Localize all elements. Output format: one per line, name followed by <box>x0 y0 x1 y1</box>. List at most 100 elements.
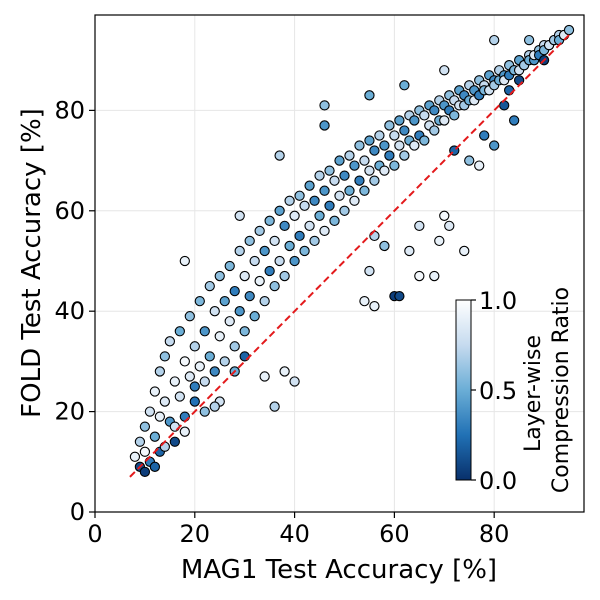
data-point <box>389 130 400 141</box>
data-point <box>374 130 385 141</box>
data-point <box>364 165 375 176</box>
x-tick-label: 40 <box>279 520 310 548</box>
data-point <box>399 150 410 161</box>
data-point <box>304 220 315 231</box>
data-point <box>349 195 360 206</box>
data-point <box>209 401 220 412</box>
data-point <box>379 140 390 151</box>
y-tick-label: 80 <box>54 96 85 124</box>
data-point <box>508 115 520 126</box>
data-point <box>239 326 250 337</box>
data-point <box>409 140 420 151</box>
data-point <box>314 210 325 221</box>
data-point <box>419 110 430 121</box>
data-point <box>414 220 425 231</box>
data-point <box>324 165 335 176</box>
data-point <box>359 296 370 307</box>
data-point <box>444 220 455 231</box>
colorbar: 0.0 0.5 1.0 Layer-wise Compression Ratio <box>455 287 574 495</box>
x-axis-title: MAG1 Test Accuracy [%] <box>181 555 497 585</box>
data-point <box>319 120 330 131</box>
data-point <box>159 396 171 407</box>
data-point <box>329 215 340 226</box>
data-point <box>164 336 175 347</box>
data-point <box>364 265 375 277</box>
data-point <box>434 235 445 247</box>
data-point <box>239 351 250 362</box>
data-point <box>199 326 210 337</box>
data-point <box>224 260 235 272</box>
data-point <box>219 296 230 307</box>
data-point <box>299 245 310 257</box>
y-tick-label: 20 <box>54 398 85 426</box>
data-point <box>269 235 280 247</box>
data-point <box>269 401 280 412</box>
y-tick-label: 40 <box>54 297 85 325</box>
data-point <box>439 115 450 126</box>
data-point <box>384 120 395 131</box>
data-point <box>319 185 330 196</box>
data-point <box>139 421 151 432</box>
data-point <box>364 135 375 146</box>
data-point <box>429 105 440 116</box>
data-point <box>179 356 190 367</box>
data-point <box>209 366 220 377</box>
y-tick-label: 60 <box>54 197 85 225</box>
data-point <box>389 160 400 171</box>
data-point <box>563 24 575 36</box>
data-point <box>274 150 285 161</box>
data-point <box>204 351 215 362</box>
x-tick-label: 60 <box>379 520 410 548</box>
data-point <box>359 155 370 166</box>
data-point <box>214 331 225 342</box>
data-point <box>449 110 460 121</box>
data-point <box>224 316 235 327</box>
data-point <box>239 270 250 282</box>
data-point <box>204 280 215 292</box>
data-point <box>334 190 345 201</box>
data-point <box>369 230 380 242</box>
colorbar-title: Layer-wise Compression Ratio <box>521 287 574 493</box>
data-point <box>279 220 290 231</box>
data-point <box>129 451 141 462</box>
data-point <box>369 175 380 186</box>
data-point <box>259 245 270 257</box>
data-point <box>219 356 230 367</box>
data-point <box>294 190 305 201</box>
data-point <box>513 75 525 86</box>
data-point <box>209 306 220 317</box>
data-point <box>309 195 320 206</box>
x-tick-label: 20 <box>180 520 211 548</box>
data-points <box>129 24 575 477</box>
data-point <box>339 205 350 216</box>
data-point <box>394 115 405 126</box>
data-point <box>199 406 210 417</box>
data-point <box>249 255 260 267</box>
data-point <box>169 436 180 447</box>
data-point <box>289 376 300 387</box>
data-point <box>279 366 290 377</box>
data-point <box>229 285 240 297</box>
data-point <box>259 371 270 382</box>
data-point <box>274 255 285 267</box>
plot-area-frame <box>94 14 585 513</box>
y-axis-title: FOLD Test Accuracy [%] <box>17 108 47 418</box>
colorbar-title-line-2: Compression Ratio <box>549 287 574 493</box>
data-point <box>419 135 430 146</box>
data-point <box>499 100 510 111</box>
data-point <box>429 270 440 282</box>
data-point <box>169 421 180 432</box>
data-point <box>354 175 365 186</box>
x-tick-label: 0 <box>87 520 102 548</box>
data-point <box>359 185 370 196</box>
data-point <box>184 311 195 322</box>
data-point <box>309 235 320 247</box>
data-point <box>299 200 310 211</box>
data-point <box>144 406 156 417</box>
data-point <box>479 130 490 141</box>
data-point <box>244 290 255 302</box>
colorbar-tick-label: 1.0 <box>479 287 517 315</box>
data-point <box>284 195 295 206</box>
data-point <box>189 341 200 352</box>
